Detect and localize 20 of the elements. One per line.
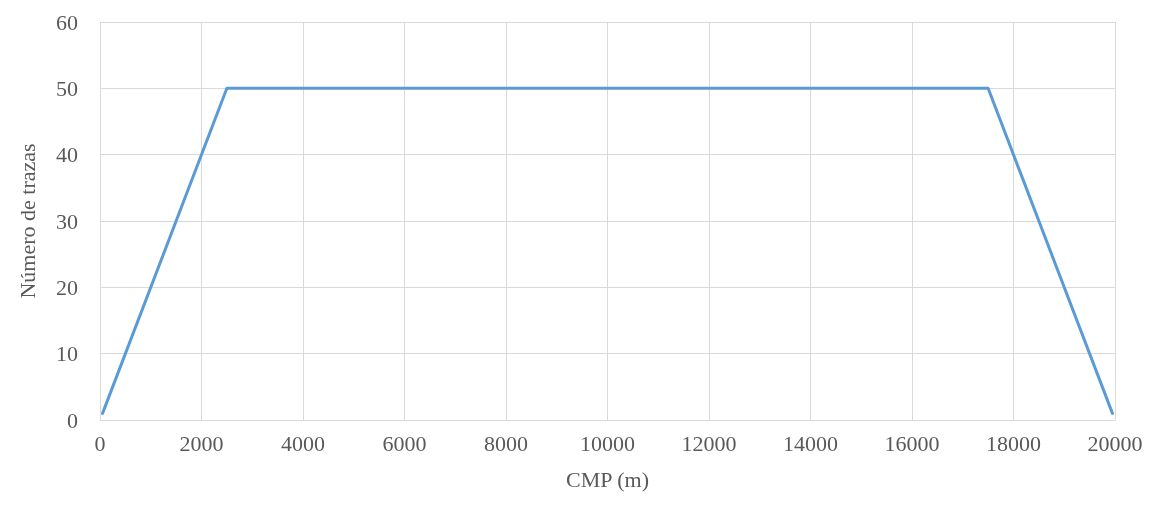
x-tick-label: 2000 [179,430,224,456]
x-tick-label: 14000 [783,430,838,456]
y-tick-label: 20 [56,274,78,300]
x-tick-label: 20000 [1087,430,1143,456]
y-axis-title: Número de trazas [14,143,40,299]
x-tick-label: 0 [94,430,106,456]
y-tick-label: 10 [56,341,78,367]
y-tick-label: 50 [56,75,78,101]
x-axis-title: CMP (m) [566,466,649,492]
x-tick-label: 8000 [484,430,528,456]
x-tick-label: 10000 [580,430,635,456]
x-tick-label: 4000 [281,430,325,456]
x-tick-label: 12000 [681,430,737,456]
y-tick-label: 40 [56,142,78,168]
y-tick-label: 60 [56,9,78,35]
x-tick-label: 6000 [382,430,427,456]
y-tick-label: 0 [67,407,78,433]
x-tick-label: 16000 [884,430,940,456]
x-tick-label: 18000 [986,430,1041,456]
y-tick-label: 30 [56,208,78,234]
